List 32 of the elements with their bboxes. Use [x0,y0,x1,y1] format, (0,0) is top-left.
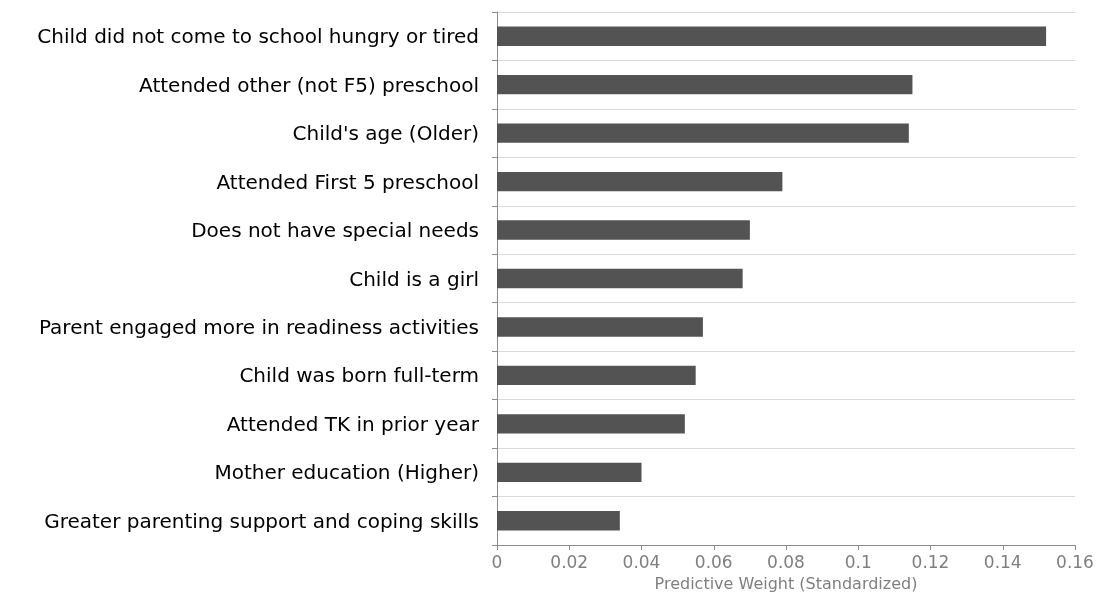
y-tick-label: Attended First 5 preschool [216,169,479,194]
x-tick-label: 0.12 [911,551,950,572]
x-axis-title: Predictive Weight (Standardized) [654,573,918,593]
bar [497,365,696,386]
x-tick-label: 0 [491,551,503,572]
bar [497,123,909,143]
bar [497,220,750,240]
x-tick-label: 0.02 [550,551,589,572]
bar [497,74,913,95]
y-tick-label: Attended TK in prior year [226,411,480,436]
x-tick-label: 0.04 [622,551,661,572]
bar [497,317,703,337]
bar [497,462,642,483]
y-tick-label: Parent engaged more in readiness activities [38,314,479,339]
y-tick-label: Child was born full-term [239,363,479,388]
x-tick-label: 0.14 [983,551,1022,572]
x-tick-label: 0.06 [694,551,733,572]
y-tick-label: Mother education (Higher) [214,460,479,485]
y-tick-label: Greater parenting support and coping skills [44,508,479,533]
bar [497,268,743,289]
bar [497,26,1047,46]
x-tick-label: 0.16 [1056,551,1094,572]
y-tick-label: Child's age (Older) [292,121,479,146]
y-tick-label: Attended other (not F5) preschool [139,72,479,97]
bar [497,511,620,531]
x-tick-label: 0.08 [767,551,805,572]
y-tick-label: Child is a girl [349,266,479,291]
y-tick-label: Child did not come to school hungry or tired [37,24,479,49]
bar [497,414,685,434]
x-tick-label: 0.1 [844,551,872,572]
y-tick-label: Does not have special needs [191,218,479,243]
bar [497,171,783,192]
